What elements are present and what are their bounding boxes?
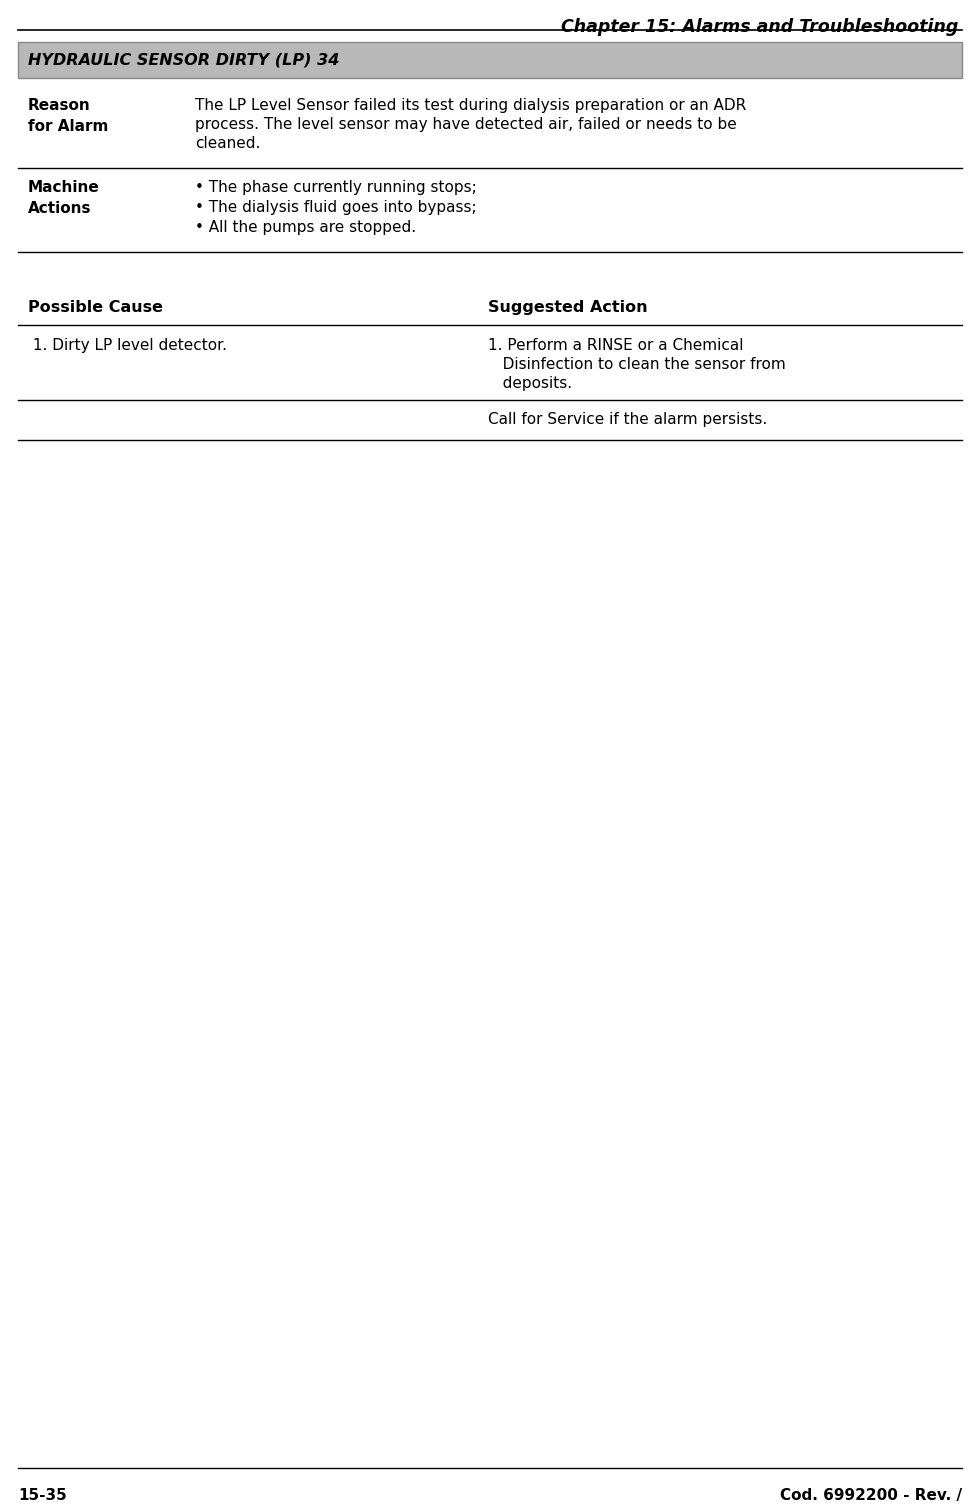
- Text: Reason
for Alarm: Reason for Alarm: [28, 98, 109, 134]
- Text: process. The level sensor may have detected air, failed or needs to be: process. The level sensor may have detec…: [195, 117, 737, 132]
- Text: • The phase currently running stops;: • The phase currently running stops;: [195, 180, 476, 196]
- Text: 15-35: 15-35: [18, 1487, 67, 1502]
- Text: HYDRAULIC SENSOR DIRTY (LP) 34: HYDRAULIC SENSOR DIRTY (LP) 34: [28, 53, 339, 68]
- Text: cleaned.: cleaned.: [195, 135, 261, 150]
- Text: deposits.: deposits.: [488, 376, 572, 391]
- Text: 1. Dirty LP level detector.: 1. Dirty LP level detector.: [28, 338, 227, 353]
- Text: The LP Level Sensor failed its test during dialysis preparation or an ADR: The LP Level Sensor failed its test duri…: [195, 98, 746, 113]
- Text: Disinfection to clean the sensor from: Disinfection to clean the sensor from: [488, 356, 786, 371]
- Text: Call for Service if the alarm persists.: Call for Service if the alarm persists.: [488, 412, 767, 427]
- Text: • The dialysis fluid goes into bypass;: • The dialysis fluid goes into bypass;: [195, 200, 476, 215]
- Text: Cod. 6992200 - Rev. /: Cod. 6992200 - Rev. /: [780, 1487, 962, 1502]
- Text: Possible Cause: Possible Cause: [28, 299, 163, 314]
- Text: 1. Perform a RINSE or a Chemical: 1. Perform a RINSE or a Chemical: [488, 338, 744, 353]
- Text: Machine
Actions: Machine Actions: [28, 180, 100, 217]
- Text: Suggested Action: Suggested Action: [488, 299, 648, 314]
- Text: • All the pumps are stopped.: • All the pumps are stopped.: [195, 220, 416, 235]
- Text: Chapter 15: Alarms and Troubleshooting: Chapter 15: Alarms and Troubleshooting: [561, 18, 958, 36]
- Bar: [18, 42, 962, 78]
